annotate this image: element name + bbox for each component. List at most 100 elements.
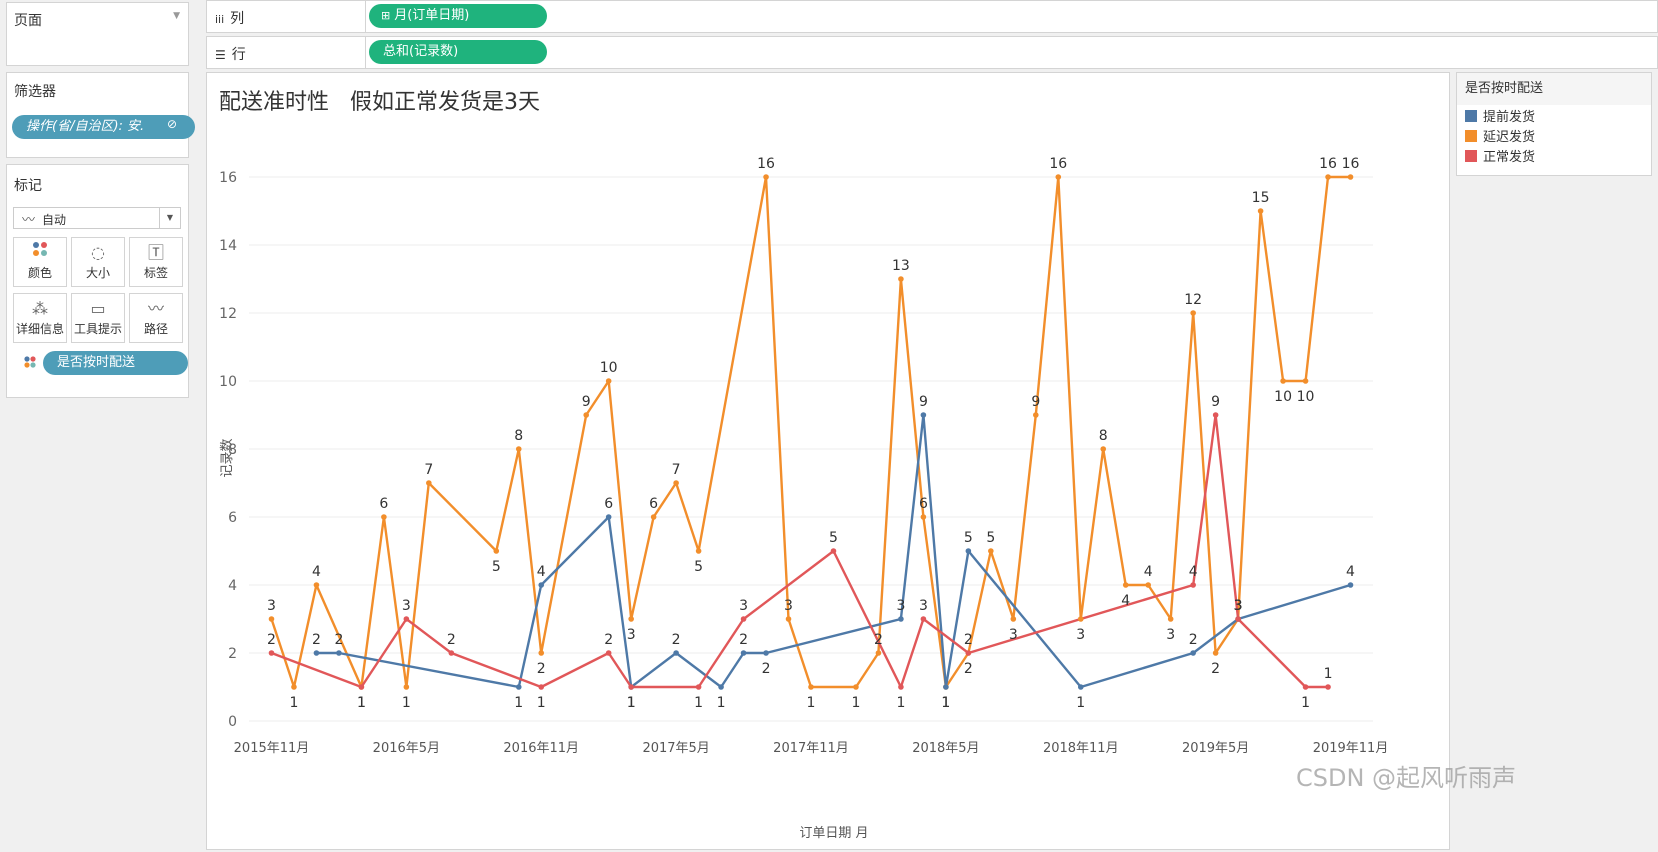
data-label: 2 [334,632,343,648]
data-point [403,616,410,622]
data-point [1190,650,1196,656]
mark-color-label: 颜色 [27,266,52,280]
data-label: 1 [1076,695,1085,711]
columns-shelf: iii 列 ⊞ 月(订单日期) [206,0,1658,33]
x-tick-label: 2018年5月 [912,741,979,756]
y-tick-label: 12 [219,306,237,322]
x-tick-label: 2017年11月 [773,741,849,756]
mark-size-button[interactable]: ◌ 大小 [71,237,125,287]
data-label: 6 [649,496,658,512]
color-field-pill[interactable]: 是否按时配送 [43,351,188,375]
data-label: 4 [1346,564,1355,580]
data-point [740,616,747,622]
legend-item-normal[interactable]: 正常发货 [1465,149,1535,167]
x-tick-label: 2016年5月 [373,741,440,756]
columns-pill[interactable]: ⊞ 月(订单日期) [369,4,547,28]
data-label: 1 [694,695,703,711]
data-label: 2 [312,632,321,648]
series-lines [270,175,1351,689]
data-point [673,480,679,486]
data-label: 3 [1234,598,1243,614]
data-point [1145,582,1151,588]
data-label: 3 [784,598,793,614]
data-label: 7 [672,462,681,478]
data-label: 2 [874,632,883,648]
data-label: 3 [1009,627,1018,643]
data-label: 1 [514,695,523,711]
data-label: 1 [851,695,860,711]
mark-color-button[interactable]: 颜色 [13,237,67,287]
data-label: 7 [424,462,433,478]
series-line [316,413,1351,689]
data-point [605,378,612,384]
y-tick-label: 8 [228,442,237,458]
data-label: 3 [402,598,411,614]
filters-title: 筛选器 [14,84,56,100]
data-point [1190,582,1196,588]
legend-item-early[interactable]: 提前发货 [1465,109,1535,127]
data-point [1167,616,1174,622]
legend-title: 是否按时配送 [1457,73,1651,105]
data-label: 4 [312,564,321,580]
rows-shelf: ☰ 行 总和(记录数) [206,36,1658,69]
columns-shelf-label: iii 列 [215,8,244,28]
data-point [1100,446,1107,452]
text-icon: 🅃 [147,243,164,262]
data-point [403,684,410,690]
data-label: 8 [1099,428,1108,444]
mark-path-button[interactable]: 〰 路径 [129,293,183,343]
data-label: 5 [829,530,838,546]
data-point [1235,616,1241,622]
data-label: 1 [537,695,546,711]
data-label: 1 [402,695,411,711]
mark-tooltip-button[interactable]: ▭ 工具提示 [71,293,125,343]
y-tick-label: 0 [228,714,237,730]
data-label: 2 [964,632,973,648]
data-point [605,650,612,656]
mark-detail-button[interactable]: ⁂ 详细信息 [13,293,67,343]
data-label: 1 [941,695,950,711]
filters-panel: 筛选器 操作(省/自治区): 安. ⊘ [6,72,195,158]
mark-tooltip-label: 工具提示 [73,322,122,336]
data-label: 1 [357,695,366,711]
rows-icon: ☰ [215,48,226,62]
data-point [1325,684,1331,690]
data-point [965,548,972,554]
mark-type-select[interactable]: 〰 自动 ▼ [13,207,181,229]
data-label: 3 [267,598,276,614]
data-point [740,650,747,656]
mark-size-label: 大小 [85,266,110,280]
data-point [291,684,297,690]
data-point [785,616,792,622]
data-point [1325,174,1331,180]
data-label: 3 [1234,598,1243,614]
data-point [1347,174,1354,180]
data-point [336,650,342,656]
legend-swatch-early [1465,110,1477,122]
data-point [381,514,387,520]
data-point [898,616,904,622]
legend-item-late[interactable]: 延迟发货 [1465,129,1535,147]
mark-label-button[interactable]: 🅃 标签 [129,237,183,287]
data-point [1190,310,1196,316]
data-label: 13 [892,258,910,274]
data-label: 12 [1184,292,1202,308]
filter-pill[interactable]: 操作(省/自治区): 安. [12,115,195,139]
y-tick-label: 4 [228,578,237,594]
data-point [830,548,837,554]
data-point [583,412,589,418]
data-point [898,276,904,282]
data-label: 9 [1031,394,1040,410]
data-label: 10 [1297,389,1315,405]
x-tick-label: 2019年11月 [1313,741,1389,756]
data-point [1257,208,1264,214]
data-label: 2 [1189,632,1198,648]
rows-pill[interactable]: 总和(记录数) [369,40,547,64]
data-label: 16 [1049,156,1067,172]
data-label: 3 [919,598,928,614]
pages-dropdown-icon[interactable]: ▼ [173,11,180,21]
data-label: 4 [1121,593,1130,609]
data-label: 2 [739,632,748,648]
data-label: 1 [289,695,298,711]
legend-label-normal: 正常发货 [1483,150,1536,165]
